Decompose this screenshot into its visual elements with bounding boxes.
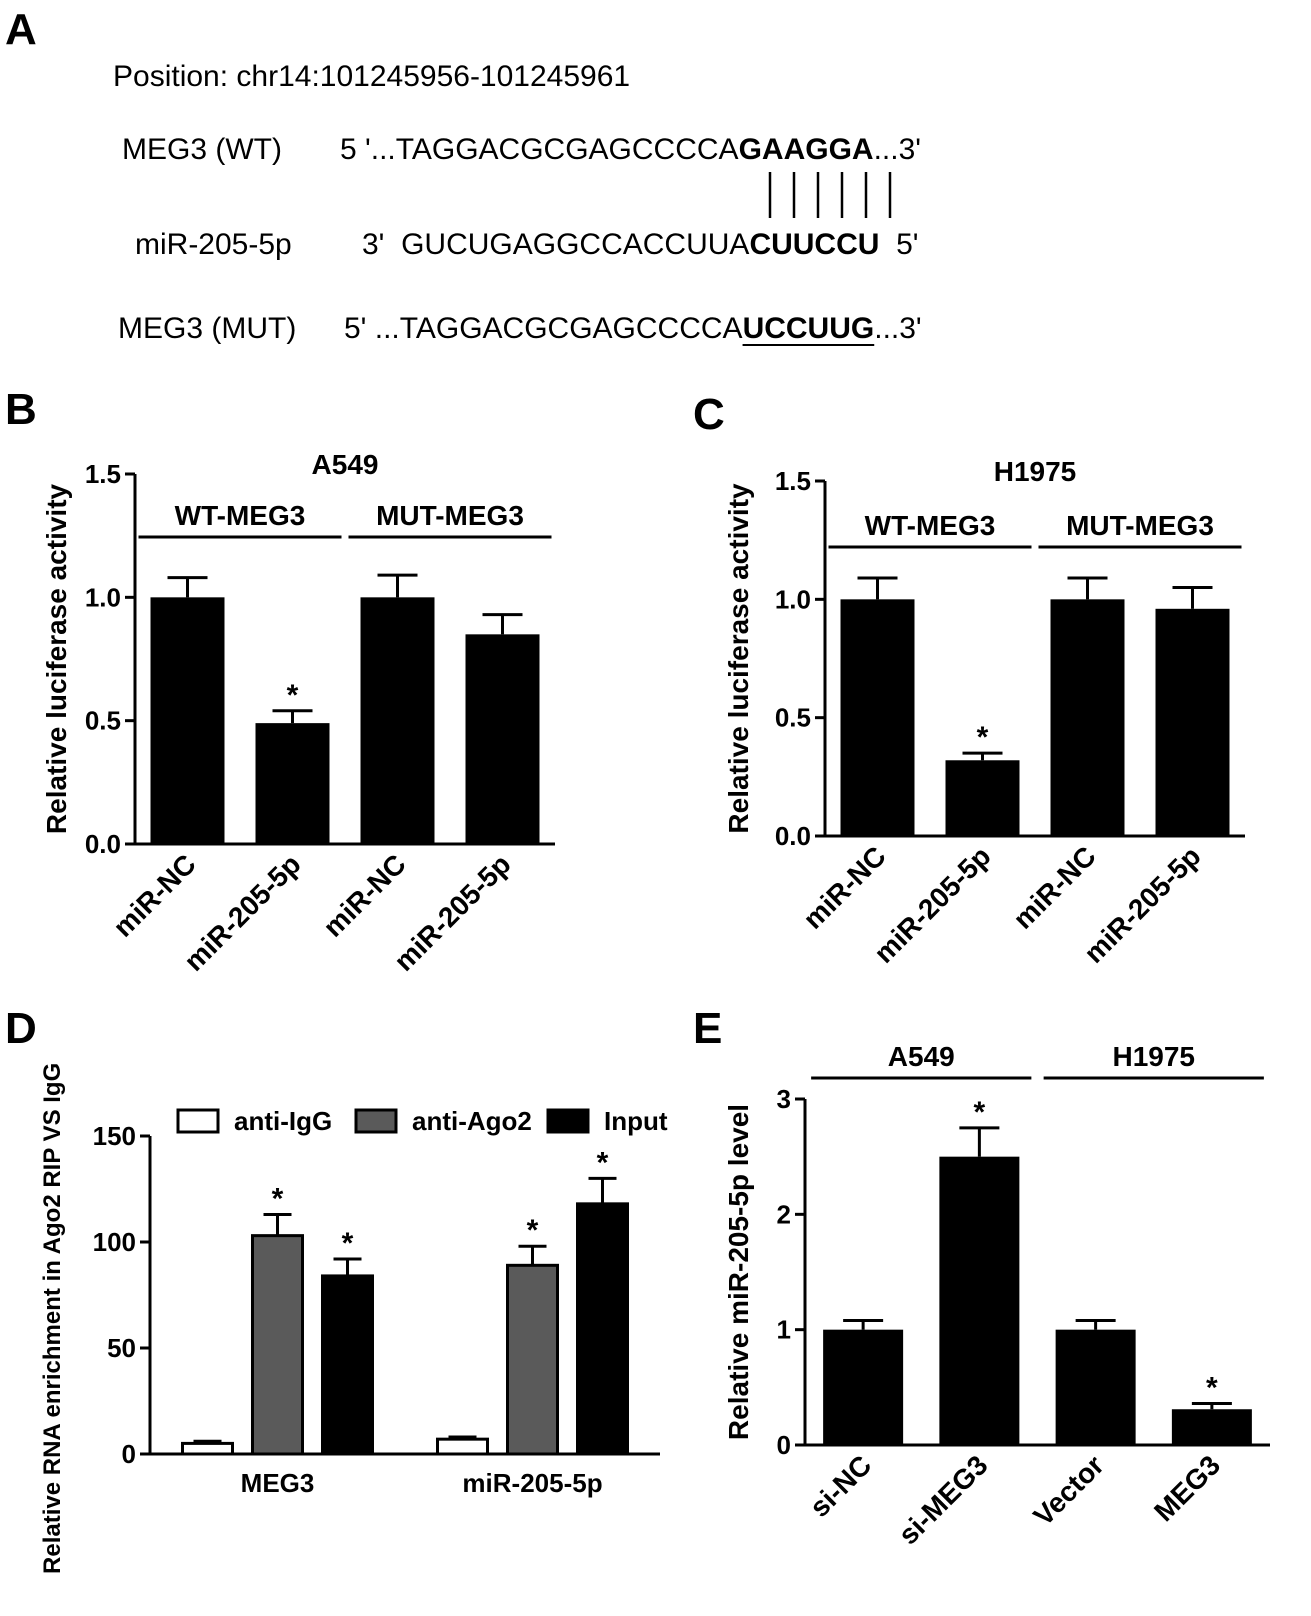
d-legend-swatch <box>354 1108 398 1134</box>
b-bar <box>360 597 435 844</box>
d-significance: * <box>527 1214 539 1247</box>
b-y-tick-label: 1.5 <box>85 459 121 489</box>
d-significance: * <box>597 1146 609 1179</box>
d-y-tick-label: 50 <box>107 1333 136 1363</box>
d-significance: * <box>342 1227 354 1260</box>
meg3-wt-site: GAAGGA <box>738 133 874 166</box>
d-x-tick-label: miR-205-5p <box>462 1468 602 1498</box>
c-bar <box>1050 599 1125 836</box>
e-y-tick-label: 0 <box>777 1430 791 1460</box>
b-bar <box>150 597 225 844</box>
b-title: A549 <box>312 449 379 480</box>
c-title: H1975 <box>994 456 1077 487</box>
b-y-axis-label: Relative luciferase activity <box>41 483 72 834</box>
mir-name: miR-205-5p <box>135 228 292 261</box>
meg3-wt-sequence: 5 '...TAGGACGCGAGCCCCAGAAGGA...3' <box>340 135 921 165</box>
c-significance: * <box>977 721 989 754</box>
c-bar <box>840 599 915 836</box>
meg3-wt-prefix: 5 '...TAGGACGCGAGCCCCA <box>340 133 739 166</box>
d-legend-label: Input <box>604 1106 668 1136</box>
meg3-wt-suffix: ...3' <box>873 133 921 166</box>
d-y-tick-label: 150 <box>93 1121 136 1151</box>
e-bar <box>1055 1329 1136 1445</box>
panel-a-label: A <box>5 5 37 54</box>
c-group-label: MUT-MEG3 <box>1066 510 1214 541</box>
meg3-wt-name: MEG3 (WT) <box>122 133 282 166</box>
d-bar <box>251 1234 304 1456</box>
e-bar <box>939 1156 1020 1445</box>
e-bar <box>1171 1409 1252 1445</box>
mir-prefix: 3' GUCUGAGGCCACCUUA <box>362 228 750 261</box>
c-y-tick-label: 0.0 <box>775 821 811 851</box>
e-x-tick-label: Vector <box>1027 1449 1110 1532</box>
c-y-tick-label: 1.5 <box>775 466 811 496</box>
c-x-tick-label: miR-NC <box>797 840 892 935</box>
chart-c: 0.0 0.5 1.0 1.5 Relative luciferase activity… <box>723 456 1245 969</box>
e-x-tick-label: si-NC <box>804 1449 878 1523</box>
b-significance: * <box>287 679 299 712</box>
d-y-axis-label: Relative RNA enrichment in Ago2 RIP VS I… <box>39 1060 66 1574</box>
meg3-mut-name: MEG3 (MUT) <box>118 312 297 345</box>
e-significance: * <box>974 1096 986 1129</box>
c-y-tick-label: 1.0 <box>775 584 811 614</box>
e-y-tick-label: 3 <box>777 1084 791 1114</box>
b-bar <box>255 723 330 844</box>
meg3-mut-sequence: 5' ...TAGGACGCGAGCCCCAUCCUUG...3' <box>344 314 922 344</box>
b-x-tick-label: miR-NC <box>107 848 202 943</box>
b-y-tick-label: 1.0 <box>85 582 121 612</box>
e-y-axis-label: Relative miR-205-5p level <box>723 1104 754 1440</box>
b-group-label: WT-MEG3 <box>175 500 306 531</box>
d-legend-swatch <box>176 1108 220 1134</box>
b-bar <box>465 634 540 844</box>
e-y-tick-label: 2 <box>777 1199 791 1229</box>
b-group-label: MUT-MEG3 <box>376 500 524 531</box>
c-y-axis-label: Relative luciferase activity <box>723 483 754 834</box>
e-significance: * <box>1206 1371 1218 1404</box>
e-bar <box>823 1329 904 1445</box>
d-legend-label: anti-IgG <box>234 1106 332 1136</box>
meg3-mut-suffix: ...3' <box>874 312 922 345</box>
chart-b: 0.0 0.5 1.0 1.5 Relative luciferase activity… <box>41 449 555 977</box>
e-x-tick-label: MEG3 <box>1148 1449 1226 1527</box>
meg3-mut-site: UCCUUG <box>742 312 875 345</box>
b-x-tick-label: miR-NC <box>317 848 412 943</box>
d-x-tick-label: MEG3 <box>241 1468 315 1498</box>
d-bar <box>181 1441 234 1456</box>
d-significance: * <box>272 1182 284 1215</box>
meg3-mut-prefix: 5' ...TAGGACGCGAGCCCCA <box>344 312 743 345</box>
mir-site: CUUCCU <box>749 228 880 261</box>
b-y-tick-label: 0.0 <box>85 829 121 859</box>
c-bar <box>1155 608 1230 836</box>
chart-e: 0 1 2 3 Relative miR-205-5p level si-NC * si-ME… <box>723 1041 1270 1550</box>
d-legend-label: anti-Ago2 <box>412 1106 532 1136</box>
d-y-tick-label: 100 <box>93 1227 136 1257</box>
c-bar <box>945 760 1020 836</box>
c-x-tick-label: miR-NC <box>1007 840 1102 935</box>
chart-d: 0 50 100 150 Relative RNA enrichment in Ago2… <box>39 1060 668 1574</box>
panel-b-label: B <box>5 385 37 434</box>
position-text: Position: chr14:101245956-101245961 <box>113 60 631 93</box>
e-x-tick-label: si-MEG3 <box>892 1449 993 1550</box>
d-bar <box>321 1274 374 1456</box>
d-legend-swatch <box>546 1108 590 1134</box>
d-y-tick-label: 0 <box>122 1439 136 1469</box>
d-bar <box>506 1263 559 1456</box>
d-bar <box>436 1437 489 1456</box>
b-y-tick-label: 0.5 <box>85 706 121 736</box>
pairing-lines <box>768 172 892 218</box>
mir-suffix: 5' <box>896 228 919 261</box>
e-group-label: H1975 <box>1112 1041 1195 1072</box>
panel-c-label: C <box>693 390 725 439</box>
mir-sequence: 3' GUCUGAGGCCACCUUACUUCCU 5' <box>362 230 919 260</box>
e-group-label: A549 <box>888 1041 955 1072</box>
c-group-label: WT-MEG3 <box>865 510 996 541</box>
c-y-tick-label: 0.5 <box>775 703 811 733</box>
panel-d-label: D <box>5 1004 37 1053</box>
d-bar <box>576 1202 629 1456</box>
panel-e-label: E <box>693 1004 723 1053</box>
e-y-tick-label: 1 <box>777 1315 791 1345</box>
